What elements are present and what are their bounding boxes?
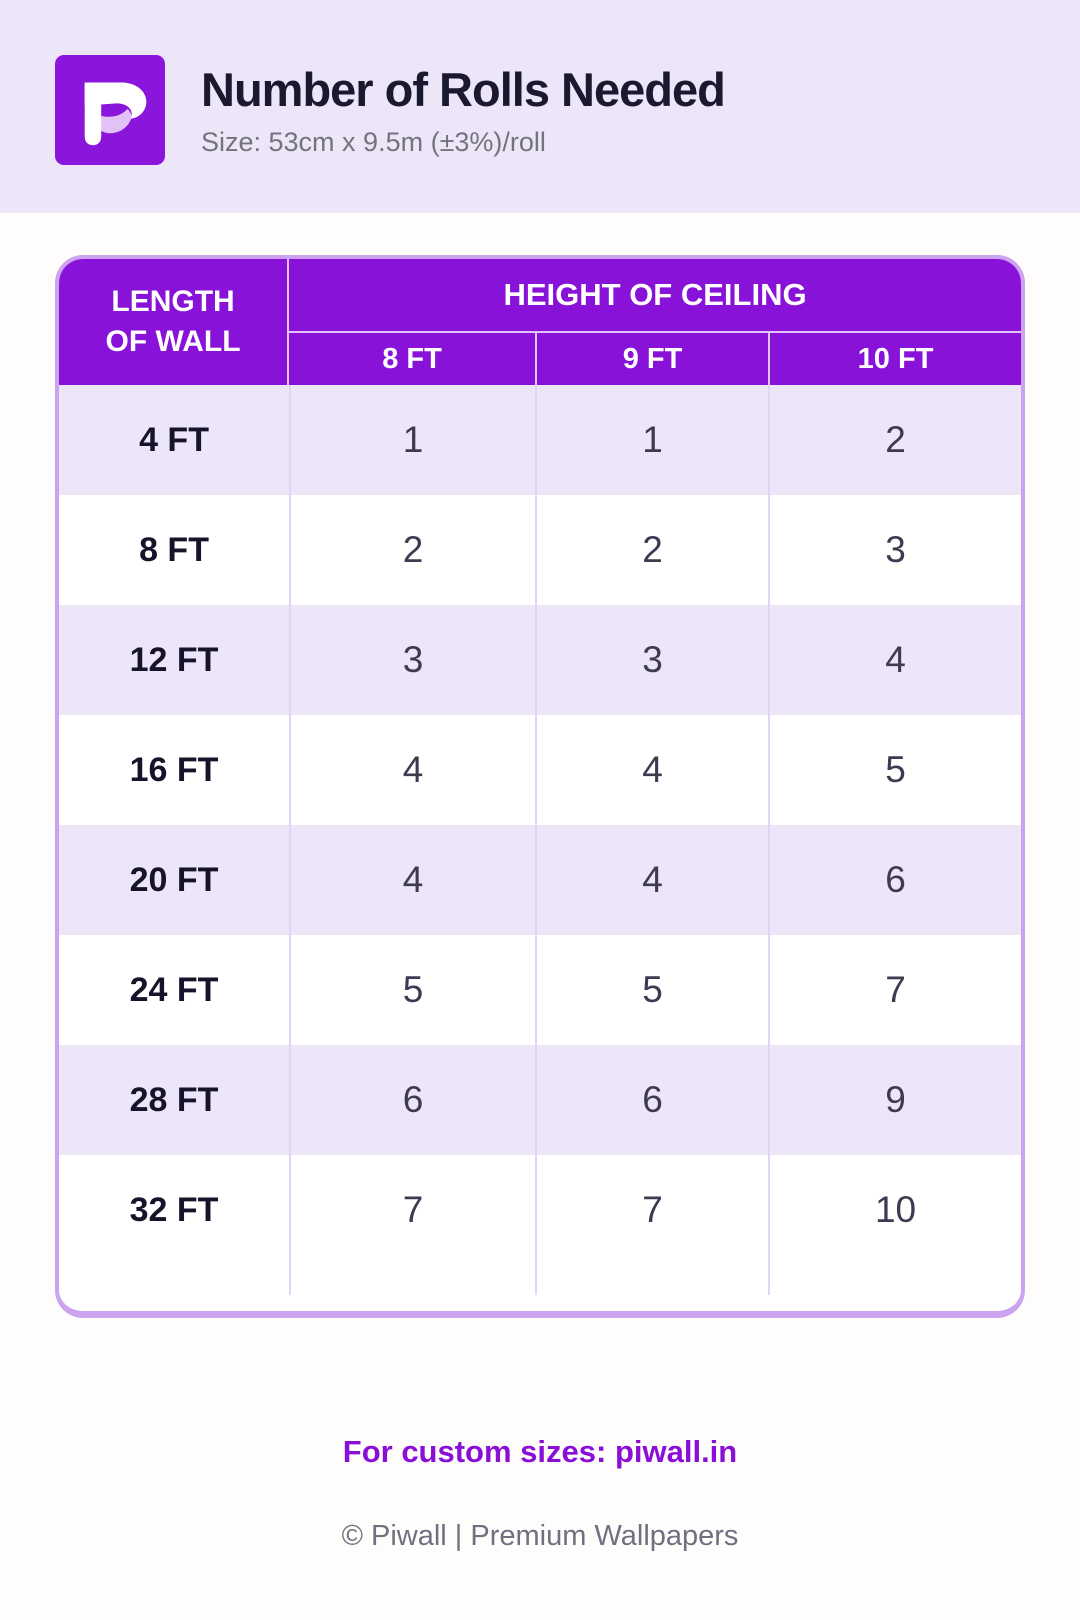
- page-title: Number of Rolls Needed: [201, 62, 726, 116]
- column-group: HEIGHT OF CEILING 8 FT 9 FT 10 FT: [289, 259, 1021, 385]
- row-axis-header-line1: LENGTH: [111, 284, 235, 318]
- row-label: 32 FT: [129, 1190, 219, 1229]
- table-row-20ft: 20 FT 4 4 6: [59, 825, 1021, 935]
- cell-value: 9: [768, 1045, 1021, 1155]
- table-header: LENGTH OF WALL HEIGHT OF CEILING 8 FT 9 …: [59, 259, 1021, 385]
- table-row-12ft: 12 FT 3 3 4: [59, 605, 1021, 715]
- cell-value: 6: [768, 825, 1021, 935]
- cell-value: 5: [768, 715, 1021, 825]
- cell-value: 4: [289, 825, 535, 935]
- row-axis-header-line2: OF WALL: [105, 325, 241, 358]
- cell-value: 3: [289, 605, 535, 715]
- copyright-text: © Piwall | Premium Wallpapers: [341, 1520, 739, 1552]
- cell-value: 7: [768, 935, 1021, 1045]
- footer: For custom sizes: piwall.in © Piwall | P…: [0, 1434, 1080, 1553]
- cell-value: 2: [535, 495, 768, 605]
- cell-value: 4: [289, 715, 535, 825]
- cell-value: 7: [289, 1155, 535, 1265]
- table-row-24ft: 24 FT 5 5 7: [59, 935, 1021, 1045]
- cell-value: 2: [289, 495, 535, 605]
- table-row-4ft: 4 FT 1 1 2: [59, 385, 1021, 495]
- cell-value: 4: [535, 715, 768, 825]
- table-row-8ft: 8 FT 2 2 3: [59, 495, 1021, 605]
- col-header-10ft: 10 FT: [768, 333, 1021, 385]
- table-row-28ft: 28 FT 6 6 9: [59, 1045, 1021, 1155]
- row-axis-header: LENGTH OF WALL: [59, 259, 290, 385]
- piwall-p-icon: [84, 82, 147, 145]
- custom-sizes-text: For custom sizes: piwall.in: [342, 1434, 738, 1469]
- row-label: 20 FT: [129, 860, 219, 899]
- cell-value: 4: [535, 825, 768, 935]
- cell-value: 2: [768, 385, 1021, 495]
- col-header-9ft: 9 FT: [535, 333, 768, 385]
- cell-value: 1: [289, 385, 535, 495]
- row-label: 24 FT: [129, 970, 219, 1009]
- header-text: Number of Rolls Needed Size: 53cm x 9.5m…: [201, 62, 726, 158]
- cell-value: 4: [768, 605, 1021, 715]
- header: Number of Rolls Needed Size: 53cm x 9.5m…: [0, 0, 1080, 213]
- column-group-header: HEIGHT OF CEILING: [289, 259, 1021, 333]
- cell-value: 6: [289, 1045, 535, 1155]
- page-subtitle: Size: 53cm x 9.5m (±3%)/roll: [201, 126, 546, 157]
- table-footer-spacer: [59, 1265, 1021, 1311]
- cell-value: 3: [768, 495, 1021, 605]
- infographic-page: Number of Rolls Needed Size: 53cm x 9.5m…: [0, 0, 1080, 1553]
- cell-value: 7: [535, 1155, 768, 1265]
- table-row-16ft: 16 FT 4 4 5: [59, 715, 1021, 825]
- cell-value: 6: [535, 1045, 768, 1155]
- cell-value: 1: [535, 385, 768, 495]
- cell-value: 10: [768, 1155, 1021, 1265]
- row-label: 12 FT: [129, 640, 219, 679]
- cell-value: 5: [535, 935, 768, 1045]
- table-body: 4 FT 1 1 2 8 FT 2 2 3 12 FT 3 3 4 16 FT …: [59, 385, 1021, 1311]
- column-headers: 8 FT 9 FT 10 FT: [289, 333, 1021, 385]
- piwall-logo: [55, 54, 165, 165]
- row-label: 4 FT: [139, 420, 209, 459]
- cell-value: 3: [535, 605, 768, 715]
- table-row-32ft: 32 FT 7 7 10: [59, 1155, 1021, 1265]
- cell-value: 5: [289, 935, 535, 1045]
- col-header-8ft: 8 FT: [382, 342, 442, 375]
- row-label: 16 FT: [129, 750, 219, 789]
- row-label: 8 FT: [139, 530, 209, 569]
- rolls-table: LENGTH OF WALL HEIGHT OF CEILING 8 FT 9 …: [55, 255, 1025, 1318]
- row-label: 28 FT: [129, 1080, 219, 1119]
